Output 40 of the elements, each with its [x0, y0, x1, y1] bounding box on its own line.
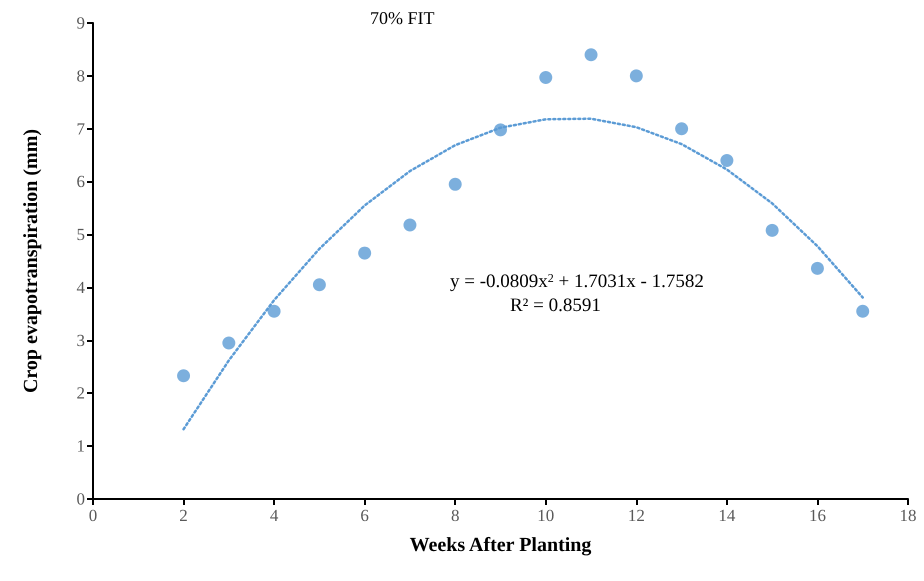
annotation: R² = 0.8591: [510, 295, 601, 316]
point: [177, 369, 190, 382]
point: [539, 70, 552, 84]
chart-title: 70% FIT: [370, 8, 434, 28]
y-tick-label: 8: [76, 66, 85, 86]
point: [268, 304, 281, 318]
point: [222, 336, 236, 350]
y-tick-label: 1: [76, 436, 85, 456]
x-tick-label: 6: [360, 506, 369, 525]
x-tick-label: 12: [628, 506, 645, 525]
x-tick-label: 4: [270, 506, 279, 525]
point: [358, 246, 372, 260]
point: [448, 178, 462, 191]
point: [312, 278, 326, 292]
x-tick-label: 0: [88, 506, 98, 525]
x-tick-label: 2: [179, 506, 188, 525]
point: [403, 218, 416, 232]
y-tick-label: 0: [76, 490, 85, 508]
x-tick-label: 8: [450, 506, 460, 525]
y-tick-label: 4: [76, 278, 86, 297]
y-tick-label: 7: [76, 119, 86, 138]
y-tick-label: 2: [76, 384, 85, 403]
y-tick-label: 6: [76, 172, 85, 192]
x-axis-title: Weeks After Planting: [410, 534, 592, 556]
point: [675, 122, 688, 136]
y-axis-title: Crop evapotranspiration (mm): [20, 128, 42, 394]
point: [856, 304, 870, 318]
x-tick-label: 10: [537, 506, 554, 525]
point: [584, 48, 598, 62]
line-series: [182, 117, 864, 430]
point: [630, 69, 643, 82]
point: [766, 224, 779, 237]
point: [720, 154, 734, 168]
x-tick-label: 14: [718, 506, 736, 525]
y-tick-label: 9: [76, 14, 85, 32]
point: [810, 262, 824, 275]
x-tick-label: 18: [900, 506, 916, 525]
y-tick-label: 5: [76, 225, 85, 244]
y-tick-label: 3: [76, 330, 85, 350]
x-tick-label: 16: [808, 506, 826, 525]
